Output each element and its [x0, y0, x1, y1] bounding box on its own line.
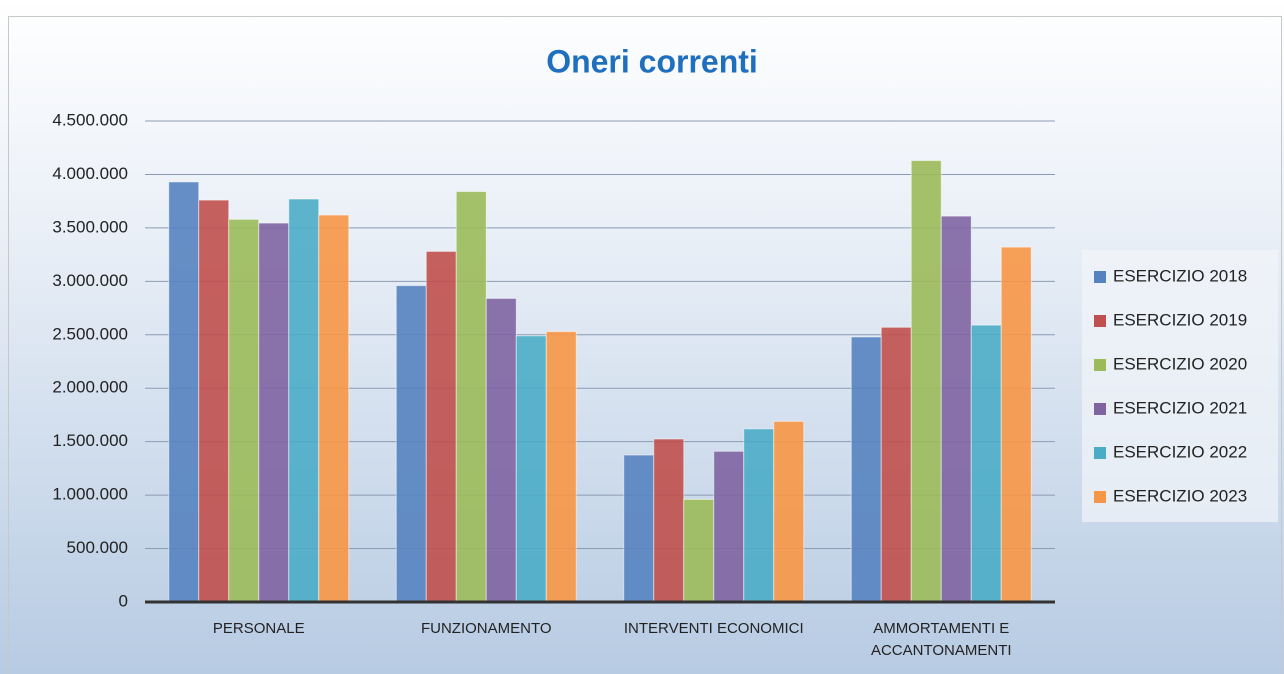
legend-label: ESERCIZIO 2020 [1113, 354, 1247, 373]
y-tick-label: 0 [119, 591, 128, 610]
chart-frame [8, 16, 1282, 674]
legend-label: ESERCIZIO 2022 [1113, 442, 1247, 461]
bar [940, 215, 972, 603]
bar [455, 191, 487, 603]
bar [773, 420, 805, 603]
bar [288, 198, 320, 603]
legend-swatch [1094, 403, 1106, 415]
bar [683, 498, 715, 603]
bar [1000, 246, 1032, 603]
bar [318, 214, 350, 603]
legend-swatch [1094, 271, 1106, 283]
bar [850, 336, 882, 603]
legend-label: ESERCIZIO 2021 [1113, 398, 1247, 417]
bar [653, 438, 685, 603]
bar [713, 450, 745, 603]
chart-title: Oneri correnti [546, 43, 758, 79]
y-tick-label: 1.500.000 [52, 431, 128, 450]
bar [425, 250, 457, 603]
legend-swatch [1094, 447, 1106, 459]
x-tick-label: AMMORTAMENTI E ACCANTONAMENTI [870, 620, 1012, 659]
y-tick-label: 4.000.000 [52, 164, 128, 183]
bar [743, 428, 775, 603]
legend-label: ESERCIZIO 2019 [1113, 310, 1247, 329]
legend-swatch [1094, 315, 1106, 327]
bar [168, 181, 200, 603]
bar [880, 326, 912, 603]
y-tick-label: 500.000 [67, 538, 128, 557]
bar [485, 297, 517, 603]
y-tick-label: 2.500.000 [52, 324, 128, 343]
x-tick-label: INTERVENTI ECONOMICI [623, 620, 804, 637]
bar [545, 331, 577, 603]
legend-label: ESERCIZIO 2023 [1113, 486, 1247, 505]
legend-box [1082, 250, 1278, 522]
bar [395, 285, 427, 603]
y-tick-label: 1.000.000 [52, 485, 128, 504]
legend-swatch [1094, 359, 1106, 371]
legend-label: ESERCIZIO 2018 [1113, 266, 1247, 285]
bar [228, 218, 260, 603]
bar [258, 222, 290, 603]
bar [198, 199, 230, 603]
y-tick-label: 4.500.000 [52, 110, 128, 129]
bar [623, 454, 655, 603]
x-tick-label: PERSONALE [212, 620, 305, 637]
y-tick-label: 3.500.000 [52, 217, 128, 236]
bar [910, 160, 942, 603]
y-tick-label: 3.000.000 [52, 271, 128, 290]
legend-swatch [1094, 491, 1106, 503]
bar [515, 335, 547, 603]
x-tick-label: FUNZIONAMENTO [420, 620, 552, 637]
bar [970, 324, 1002, 603]
y-tick-label: 2.000.000 [52, 378, 128, 397]
